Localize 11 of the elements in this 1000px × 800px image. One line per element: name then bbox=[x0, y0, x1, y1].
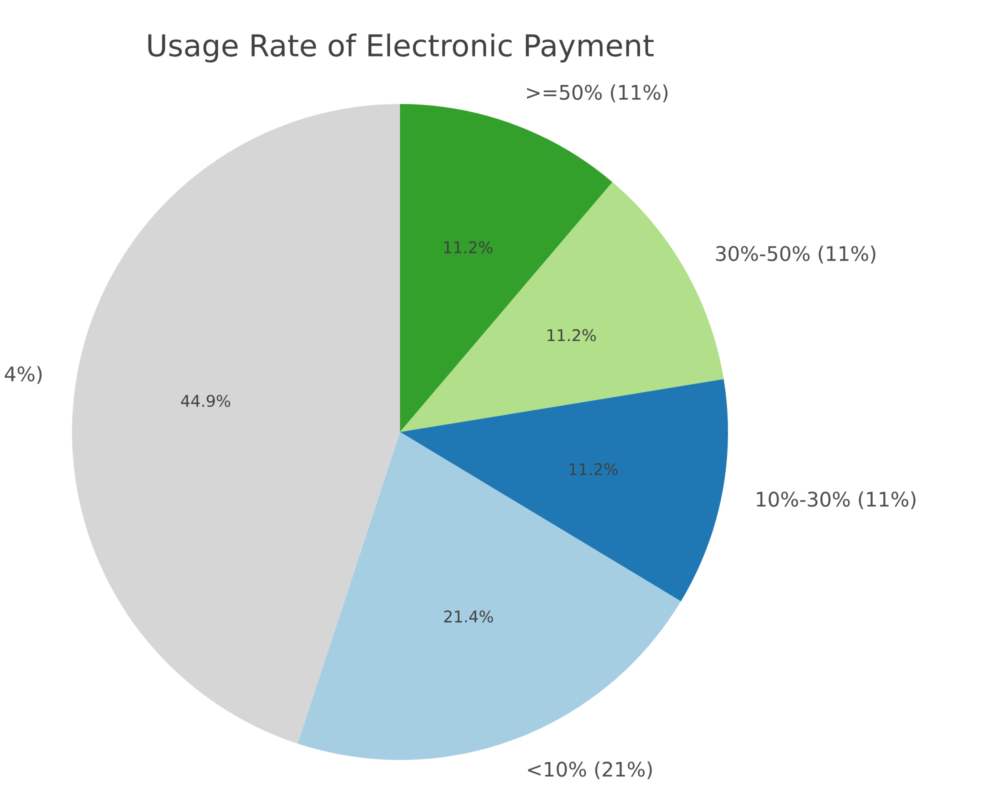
data-label: 11.2% bbox=[570, 463, 618, 476]
slice-label: <10% (21%) bbox=[528, 761, 652, 780]
data-label: 21.4% bbox=[444, 610, 493, 623]
chart-title: Usage Rate of Electronic Payment bbox=[148, 34, 654, 63]
data-label: 11.2% bbox=[548, 329, 596, 342]
slice-label: 30%-50% (11%) bbox=[716, 246, 876, 264]
data-label: 11.2% bbox=[444, 241, 492, 254]
slice-label: >=50% (11%) bbox=[527, 84, 668, 102]
data-label: 44.9% bbox=[181, 394, 230, 407]
slice-label: 4%) bbox=[4, 366, 42, 384]
slice-label: 10%-30% (11%) bbox=[756, 491, 916, 510]
